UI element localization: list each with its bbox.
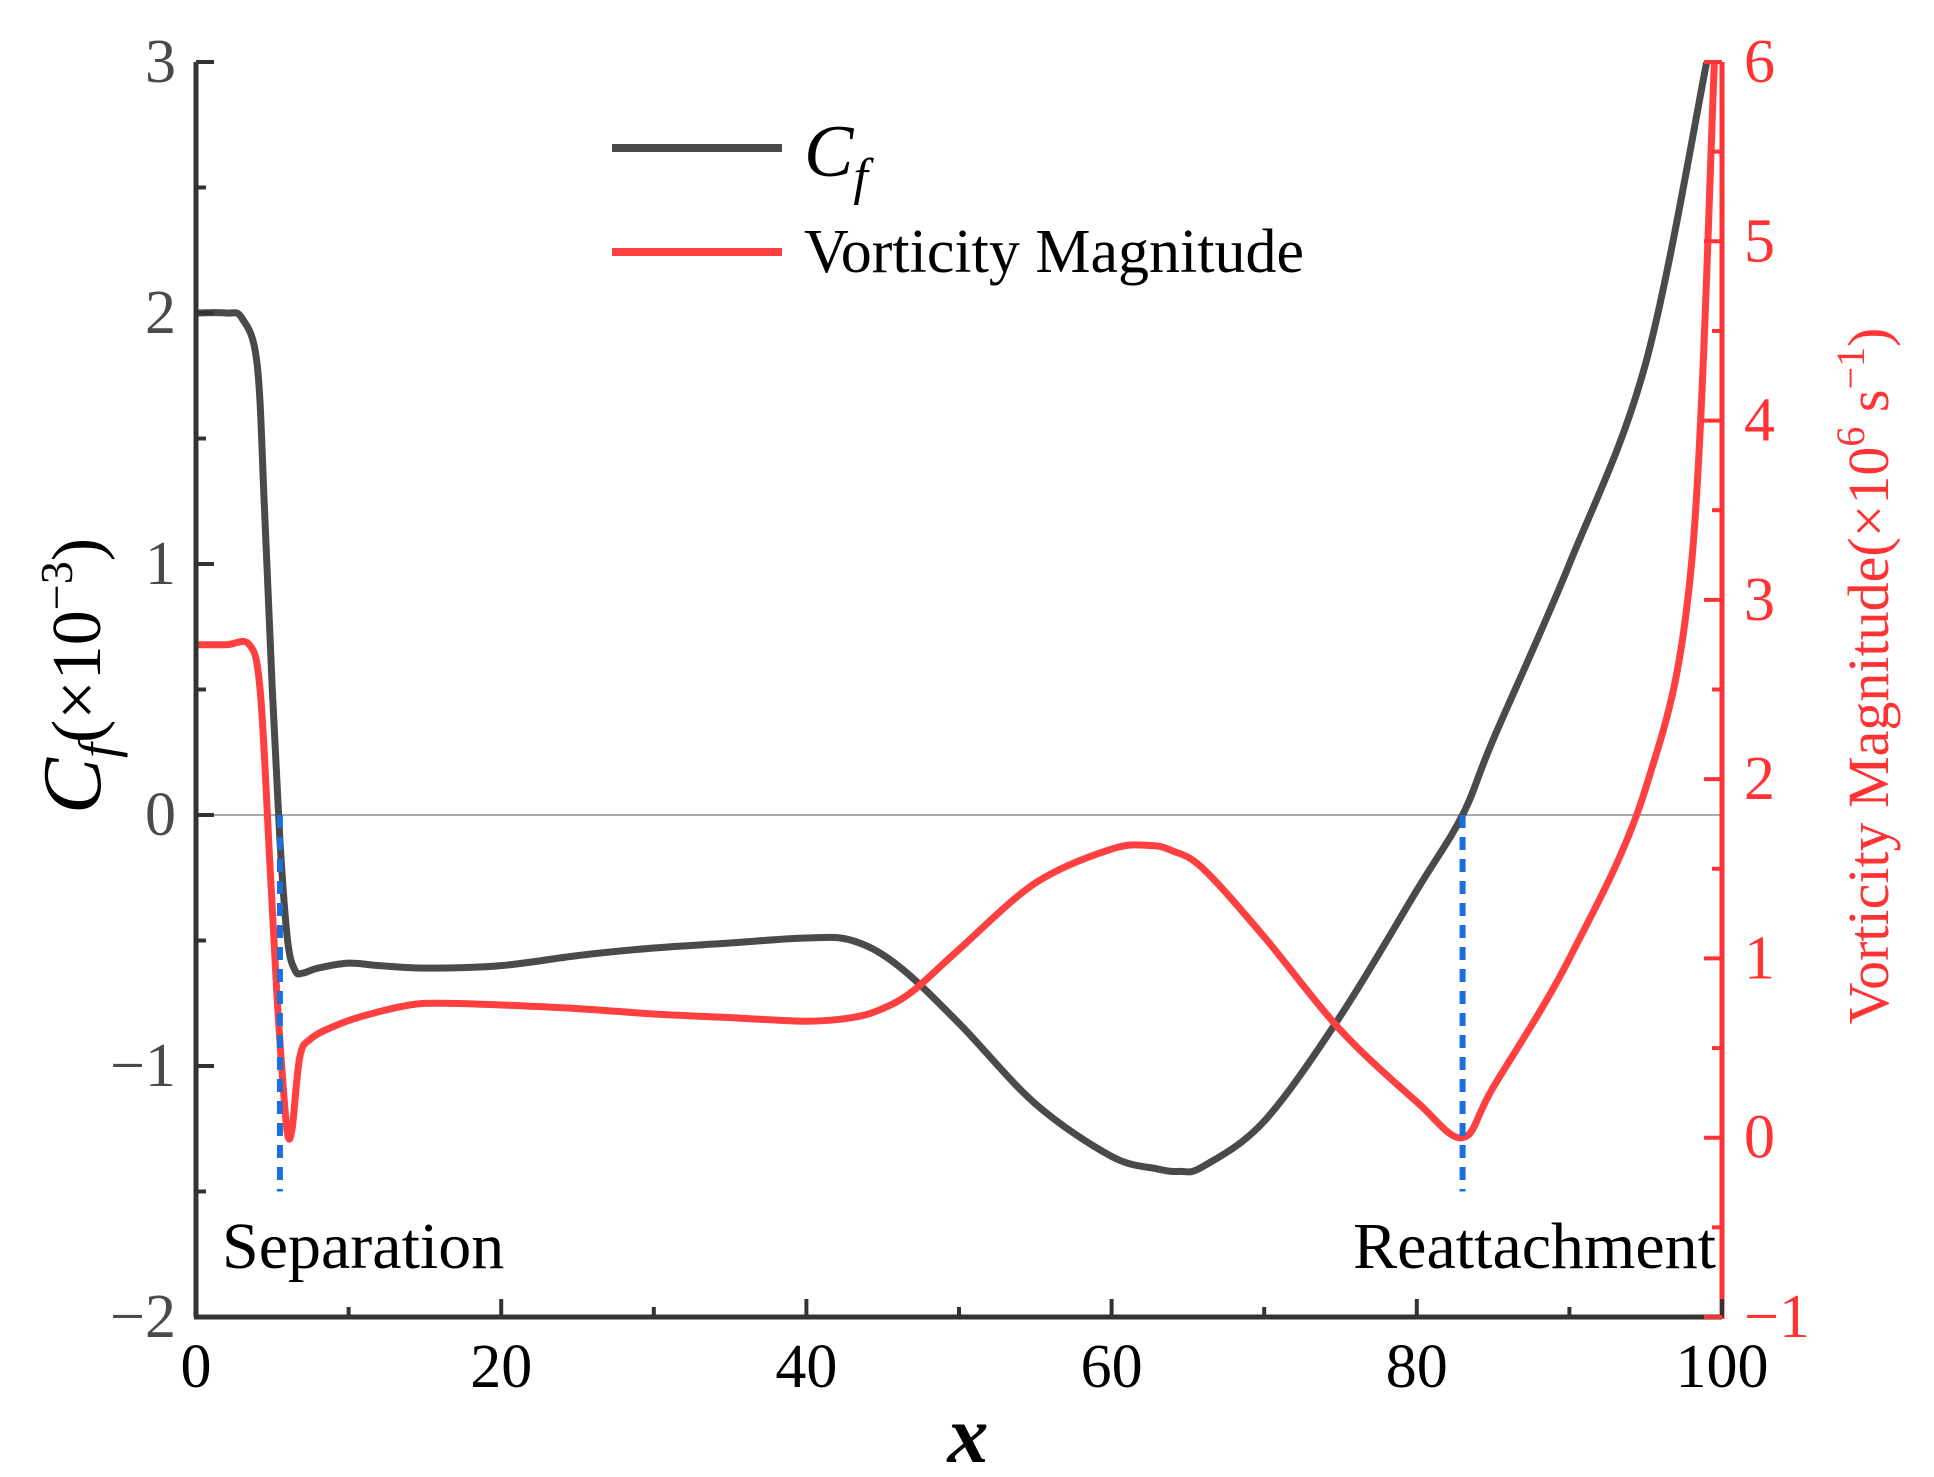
y-left-tick-label: 3 [145,28,176,96]
reattachment-label: Reattachment [1353,1210,1716,1283]
y-right-exp1: 6 [1828,427,1873,447]
y-left-tick-label: 2 [145,279,176,347]
y-left-tick-label: 1 [145,530,176,598]
vorticity-series-line [196,62,1718,1143]
x-tick-label: 100 [1676,1333,1769,1401]
x-tick-label: 80 [1386,1333,1448,1401]
y-left-unit-exp: −3 [31,561,82,610]
y-right-tick-label: 1 [1744,924,1775,992]
y-right-tick-label: 6 [1744,28,1775,96]
y-left-symbol: C [26,757,119,814]
y-right-tick-label: 2 [1744,745,1775,813]
x-tick-label: 40 [775,1333,837,1401]
y-right-tick-label: −1 [1744,1283,1810,1351]
y-left-unit-pre: (×10 [39,610,116,743]
legend-cf-subscript: f [853,149,874,206]
x-axis-label: x [947,1389,989,1477]
x-tick-label: 20 [470,1333,532,1401]
y-left-unit-post: ) [39,538,116,561]
legend-cf-symbol: C [804,111,855,193]
cf-series-line [196,62,1711,1176]
x-tick-label: 60 [1081,1333,1143,1401]
y-left-tick-label: 0 [145,781,176,849]
y-right-mid: s [1836,390,1901,427]
y-right-tick-label: 4 [1744,387,1775,455]
y-right-post: ) [1836,328,1901,347]
legend-cf-label: Cf [804,111,874,206]
y-right-exp2: −1 [1828,347,1873,390]
legend: Cf Vorticity Magnitude [612,111,1304,286]
separation-label: Separation [222,1210,504,1283]
axes-layer [193,60,1725,1320]
tick-label-layer: 0 20 40 60 80 100 −2 −1 0 1 2 3 −1 0 1 2 3 4 5 6 [110,28,1810,1401]
y-left-tick-label: −1 [110,1032,176,1100]
y-left-tick-label: −2 [110,1283,176,1351]
y-axis-label-right: Vorticity Magnitude(×106 s−1) [1828,328,1901,1025]
y-axis-label-left: Cf(×10−3) [26,538,128,814]
legend-vort-label: Vorticity Magnitude [804,218,1304,286]
x-tick-label: 0 [181,1333,212,1401]
y-right-tick-label: 0 [1744,1104,1775,1172]
y-right-tick-label: 5 [1744,207,1775,275]
y-right-main: Vorticity Magnitude(×10 [1836,447,1901,1025]
marker-layer [276,815,1466,1192]
y-right-tick-label: 3 [1744,566,1775,634]
series-layer [196,62,1718,1176]
